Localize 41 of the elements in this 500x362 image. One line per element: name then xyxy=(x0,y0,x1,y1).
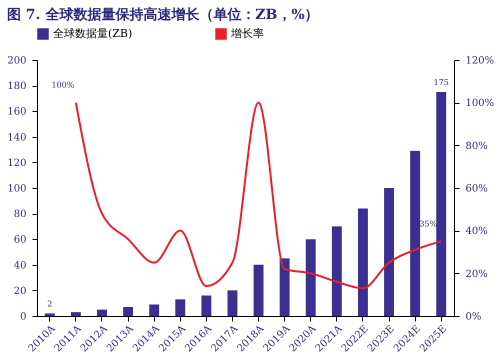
y2-tick-label: 0% xyxy=(466,312,482,322)
y-tick-label: 100 xyxy=(7,184,26,194)
bar xyxy=(149,304,160,316)
y2-tick-label: 20% xyxy=(466,268,488,280)
legend-label: 全球数据量(ZB) xyxy=(53,27,132,40)
bar xyxy=(97,310,107,316)
y-tick-label: 120 xyxy=(7,158,26,169)
y-tick-label: 160 xyxy=(7,106,26,118)
y2-tick-label: 120% xyxy=(466,56,494,66)
bar xyxy=(123,307,134,316)
y2-tick-label: 40% xyxy=(466,226,488,238)
y-tick-label: 80 xyxy=(14,209,26,220)
y-tick-label: 40 xyxy=(14,260,26,272)
y-tick-label: 140 xyxy=(7,132,26,144)
data-label: 2 xyxy=(47,299,52,308)
bar xyxy=(436,92,446,316)
bar xyxy=(254,264,264,316)
y2-tick-label: 100% xyxy=(466,98,494,110)
bar xyxy=(332,226,342,316)
y-tick-label: 180 xyxy=(7,81,26,92)
bar xyxy=(410,150,420,316)
bar xyxy=(175,299,186,316)
y-tick-label: 60 xyxy=(14,234,26,246)
y2-tick-label: 80% xyxy=(466,140,488,152)
y-tick-label: 0 xyxy=(20,312,26,322)
bar xyxy=(306,239,316,316)
bar xyxy=(201,296,212,316)
y-tick-label: 200 xyxy=(7,56,26,66)
bar xyxy=(227,290,238,316)
bar xyxy=(70,312,81,316)
y2-tick-label: 60% xyxy=(466,184,488,194)
data-label: 100% xyxy=(51,80,75,90)
bar xyxy=(280,258,290,316)
legend-label: 增长率 xyxy=(230,27,264,40)
chart-title: 图 7. 全球数据量保持高速增长（单位：ZB，%） xyxy=(6,6,319,23)
bar xyxy=(384,188,394,316)
y-tick-label: 20 xyxy=(14,286,26,297)
line-series xyxy=(74,102,442,290)
bar xyxy=(44,313,55,316)
data-label: 175 xyxy=(434,78,449,87)
bar xyxy=(358,208,368,316)
